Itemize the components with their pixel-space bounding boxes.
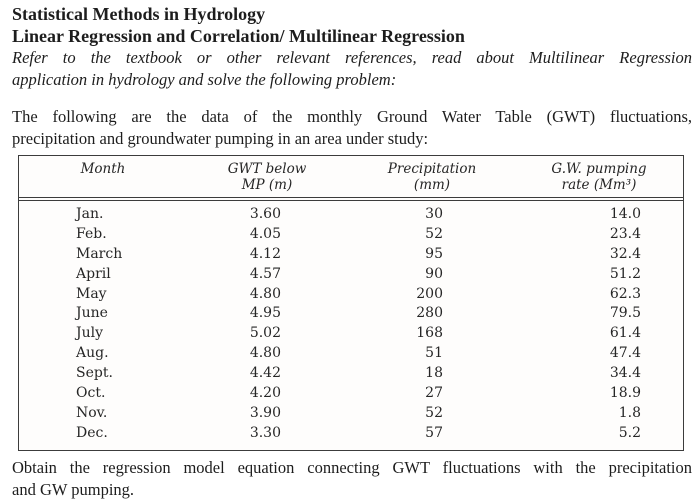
table-header-row: Month GWT below MP (m) Precipitation (mm… [19, 156, 683, 197]
pumping-cell: 5.2 [618, 424, 641, 441]
table-row: July 5.02 168 61.4 [19, 324, 683, 344]
precipitation-cell: 90 [425, 265, 443, 282]
month-cell: Dec. [76, 424, 108, 441]
column-header-pumping: G.W. pumping rate (Mm³) [491, 161, 683, 193]
column-header-month-line1: Month [80, 161, 126, 177]
instructions-line-2: application in hydrology and solve the f… [12, 70, 397, 89]
gwt-cell: 3.30 [249, 424, 281, 441]
pumping-cell: 47.4 [609, 345, 641, 362]
precipitation-cell: 27 [425, 385, 443, 402]
gwt-cell: 4.42 [249, 365, 281, 382]
table-body: Jan. 3.60 30 14.0 Feb. 4.05 52 23.4 Marc… [19, 201, 683, 450]
month-cell: Jan. [76, 206, 104, 222]
table-row: April 4.57 90 51.2 [19, 265, 683, 285]
column-header-pumping-line2: rate (Mm³) [561, 177, 637, 193]
gwt-cell: 4.57 [249, 265, 281, 282]
gwt-cell: 4.95 [249, 305, 281, 322]
pumping-cell: 32.4 [609, 245, 641, 262]
column-header-month: Month [19, 161, 171, 193]
column-header-gwt: GWT below MP (m) [171, 161, 331, 193]
gwt-cell: 4.80 [249, 285, 281, 302]
data-table: Month GWT below MP (m) Precipitation (mm… [18, 155, 684, 451]
intro-line-2: precipitation and groundwater pumping in… [12, 129, 429, 148]
column-header-precipitation-line2: (mm) [413, 177, 451, 193]
month-cell: Nov. [76, 404, 108, 421]
table-row: June 4.95 280 79.5 [19, 304, 683, 324]
table-row: Dec. 3.30 57 5.2 [19, 424, 683, 444]
pumping-cell: 18.9 [609, 385, 641, 402]
month-cell: May [76, 285, 107, 302]
precipitation-cell: 200 [416, 285, 443, 302]
table-row: Feb. 4.05 52 23.4 [19, 225, 683, 245]
gwt-cell: 5.02 [249, 325, 281, 342]
precipitation-cell: 95 [425, 245, 443, 262]
column-header-gwt-line2: MP (m) [241, 177, 293, 193]
month-cell: April [76, 265, 111, 282]
precipitation-cell: 51 [425, 345, 443, 362]
month-cell: Aug. [76, 345, 109, 362]
table-row: May 4.80 200 62.3 [19, 285, 683, 305]
precipitation-cell: 30 [425, 206, 443, 222]
column-header-pumping-line1: G.W. pumping [551, 161, 647, 177]
intro-paragraph: The following are the data of the monthl… [12, 106, 692, 150]
task-line-1: Obtain the regression model equation con… [12, 457, 692, 477]
pumping-cell: 62.3 [609, 285, 641, 302]
precipitation-cell: 57 [425, 424, 443, 441]
month-cell: July [76, 325, 104, 342]
gwt-cell: 4.12 [249, 245, 281, 262]
pumping-cell: 34.4 [609, 365, 641, 382]
table-row: Aug. 4.80 51 47.4 [19, 344, 683, 364]
month-cell: March [76, 245, 123, 262]
task-line-2: and GW pumping. [12, 479, 135, 499]
column-header-gwt-line1: GWT below [227, 161, 307, 177]
instructions-line-1: Refer to the textbook or other relevant … [12, 48, 692, 67]
month-cell: June [76, 305, 108, 322]
month-cell: Feb. [76, 225, 107, 242]
month-cell: Oct. [76, 385, 106, 402]
month-cell: Sept. [76, 365, 113, 382]
gwt-cell: 4.20 [249, 385, 281, 402]
precipitation-cell: 52 [425, 404, 443, 421]
pumping-cell: 51.2 [609, 265, 641, 282]
precipitation-cell: 280 [416, 305, 443, 322]
task-paragraph: Obtain the regression model equation con… [12, 457, 692, 501]
precipitation-cell: 18 [425, 365, 443, 382]
gwt-cell: 3.90 [249, 404, 281, 421]
pumping-cell: 61.4 [609, 325, 641, 342]
column-header-precipitation-line1: Precipitation [387, 161, 477, 177]
pumping-cell: 79.5 [609, 305, 641, 322]
gwt-cell: 4.80 [249, 345, 281, 362]
pumping-cell: 14.0 [609, 206, 641, 222]
table-row: Nov. 3.90 52 1.8 [19, 404, 683, 424]
pumping-cell: 23.4 [609, 225, 641, 242]
heading-line-1: Statistical Methods in Hydrology [12, 4, 266, 24]
table-row: Oct. 4.20 27 18.9 [19, 384, 683, 404]
header-separator-rule [19, 197, 683, 201]
gwt-cell: 3.60 [249, 206, 281, 222]
heading-line-2: Linear Regression and Correlation/ Multi… [12, 25, 465, 46]
gwt-cell: 4.05 [249, 225, 281, 242]
pumping-cell: 1.8 [618, 404, 641, 421]
precipitation-cell: 168 [416, 325, 443, 342]
precipitation-cell: 52 [425, 225, 443, 242]
table-row: March 4.12 95 32.4 [19, 245, 683, 265]
intro-line-1: The following are the data of the monthl… [12, 107, 692, 126]
column-header-precipitation: Precipitation (mm) [331, 161, 491, 193]
table-row: Jan. 3.60 30 14.0 [19, 205, 683, 225]
table-row: Sept. 4.42 18 34.4 [19, 364, 683, 384]
